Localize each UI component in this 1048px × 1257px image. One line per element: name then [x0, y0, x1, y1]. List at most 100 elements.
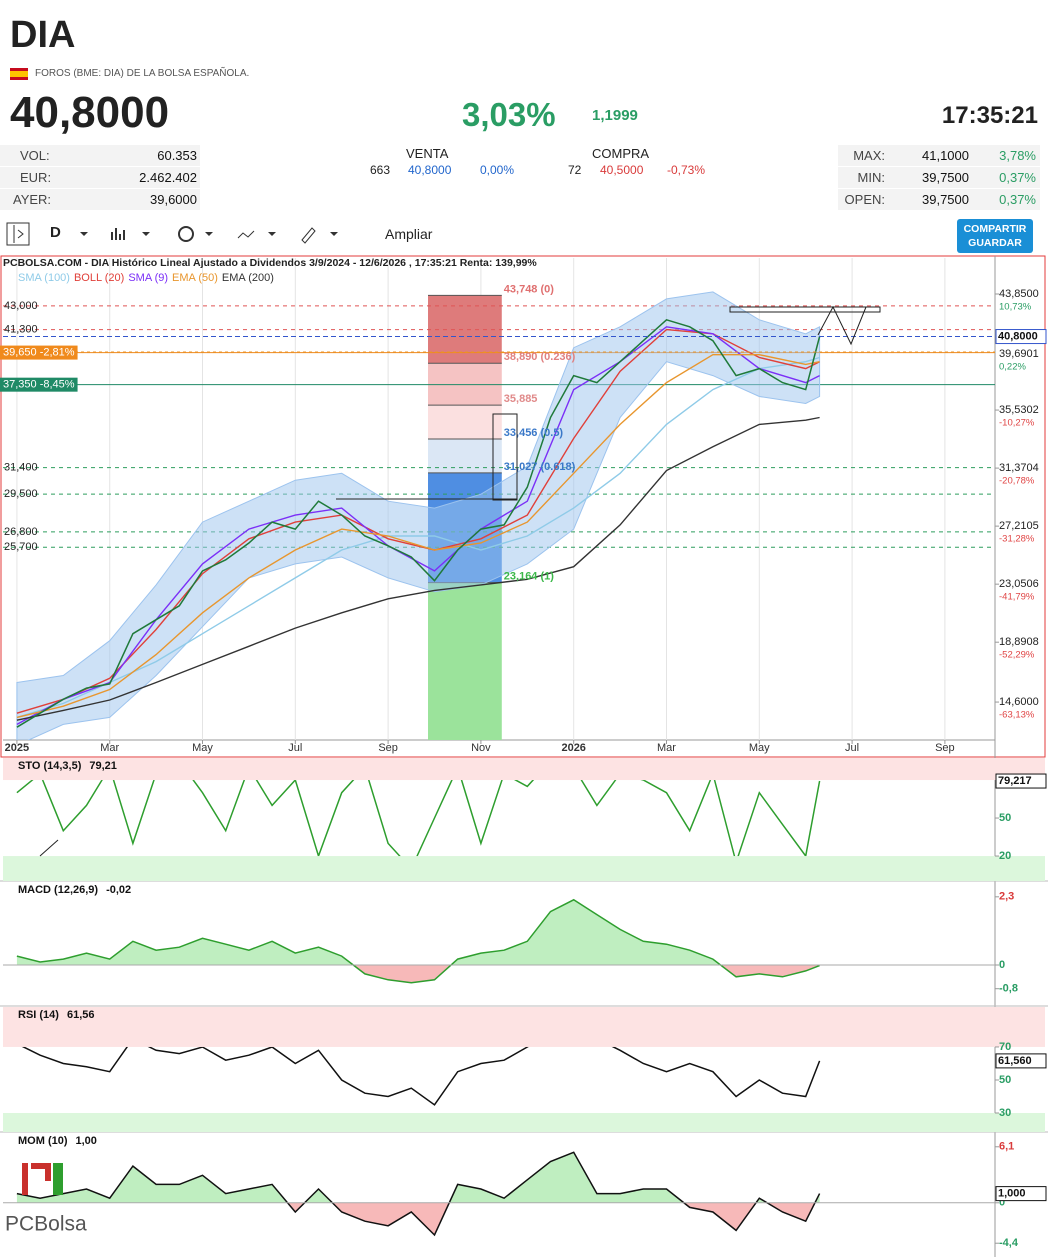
- y-tick-label: -0,8: [999, 983, 1018, 995]
- level-label: 25,700: [4, 541, 38, 553]
- y-tick-label: 50: [999, 812, 1011, 824]
- legend-entry: SMA (100): [18, 272, 70, 284]
- y-tick-label: 14,6000: [999, 696, 1039, 708]
- save-label[interactable]: GUARDAR: [968, 237, 1022, 249]
- stat-value: 39,6000: [150, 192, 197, 207]
- y-tick-change: -31,28%: [999, 534, 1035, 545]
- x-tick-label: Nov: [471, 742, 491, 754]
- compra-price: 40,5000: [600, 163, 644, 177]
- caret[interactable]: [80, 232, 88, 236]
- current-label: 40,8000: [998, 330, 1038, 342]
- panel-toggle[interactable]: [6, 222, 30, 246]
- toolbar-icons[interactable]: [6, 222, 356, 246]
- y-tick-label: 30: [999, 1107, 1011, 1119]
- y-tick-label: 27,2105: [999, 520, 1039, 532]
- stat-label: MIN:: [857, 170, 885, 185]
- caret[interactable]: [205, 232, 213, 236]
- fib-zone: [428, 582, 502, 740]
- drawing-zigzag: [817, 305, 867, 346]
- compra-qty: 72: [568, 163, 582, 177]
- series-line: [16, 356, 820, 719]
- stat-value: 60.353: [157, 148, 197, 163]
- stat-label: EUR:: [20, 170, 52, 185]
- y-tick-change: -20,78%: [999, 476, 1035, 487]
- period[interactable]: D: [50, 224, 61, 241]
- stat-row: [838, 189, 1040, 210]
- draw-icon[interactable]: [301, 227, 316, 244]
- main-line: [16, 1151, 821, 1237]
- compra-pct: -0,73%: [667, 163, 706, 177]
- panel-title: MACD (12,26,9): [18, 884, 98, 896]
- stat-row: [0, 189, 200, 210]
- prev-close-change: 0,22%: [999, 362, 1026, 373]
- x-tick-label: Jul: [845, 742, 859, 754]
- stat-value: 2.462.402: [139, 170, 197, 185]
- y-tick-label: 43,8500: [999, 288, 1039, 300]
- share-label[interactable]: COMPARTIR: [963, 223, 1027, 235]
- series-line: [16, 416, 820, 721]
- panel-last: 61,56: [67, 1009, 95, 1021]
- indicator-icon[interactable]: [237, 230, 255, 239]
- area: [16, 964, 820, 983]
- y-tick-change: -10,27%: [999, 418, 1035, 429]
- logo-mark: [53, 1163, 63, 1195]
- chart-type-icon[interactable]: [111, 228, 125, 240]
- venta-pct: 0,00%: [480, 163, 515, 177]
- caret[interactable]: [268, 232, 276, 236]
- change: 1,1999: [592, 107, 638, 124]
- panel: [16, 760, 821, 871]
- x-tick-label: 2026: [561, 742, 585, 754]
- plot-layer: 2025 Mar May Jul Sep Nov 2026 Mar May Jul Sep 43,74…: [0, 257, 1047, 1249]
- market: FOROS (BME: DIA) DE LA BOLSA ESPAÑOLA.: [35, 68, 250, 79]
- fib-zone: [428, 438, 502, 473]
- time: 17:35:21: [941, 102, 1038, 129]
- settings-icon[interactable]: [178, 226, 194, 242]
- logo-mark: [31, 1163, 45, 1169]
- stat-value: 41,1000: [922, 148, 969, 163]
- price-panel-frame: [0, 255, 1046, 758]
- main-line: [16, 760, 821, 871]
- fib-zone: [428, 363, 502, 406]
- panel: [3, 258, 995, 740]
- venta-qty: 663: [370, 163, 391, 177]
- stat-value: 39,7500: [922, 192, 969, 207]
- y-tick-change: -63,13%: [999, 710, 1035, 721]
- caret[interactable]: [142, 232, 150, 236]
- fib-label: 23,164 (1): [504, 570, 554, 582]
- x-tick-label: May: [192, 742, 213, 754]
- level-label: 43,000: [4, 300, 38, 312]
- logo-mark: [45, 1163, 51, 1181]
- level-label: 26,800: [4, 526, 38, 538]
- x-tick-label: Sep: [378, 742, 398, 754]
- share-button[interactable]: COMPARTIR GUARDAR: [957, 219, 1033, 253]
- caret[interactable]: [330, 232, 338, 236]
- y-tick-label: 0: [999, 1197, 1005, 1209]
- current-label: 1,000: [998, 1188, 1026, 1200]
- y-tick-label: 31,3704: [999, 462, 1039, 474]
- fib-label: 43,748 (0): [504, 283, 554, 295]
- stat-label: AYER:: [13, 192, 52, 207]
- stat-value: 39,7500: [922, 170, 969, 185]
- symbol: DIA: [10, 14, 76, 56]
- zone: [3, 1007, 1045, 1047]
- price: 40,8000: [10, 88, 170, 137]
- level-label: 39,650 -2,81%: [3, 346, 75, 358]
- legend-entry: EMA (50): [172, 272, 218, 284]
- compra-label: COMPRA: [592, 146, 650, 161]
- drawing-rect: [729, 306, 881, 313]
- icon-arrow: [17, 229, 24, 239]
- panel-title: STO (14,3,5): [18, 760, 82, 772]
- stat-row: [0, 167, 200, 188]
- y-tick-label: 6,1: [999, 1141, 1014, 1153]
- change-pct: 3,03%: [462, 96, 556, 133]
- panel: [16, 1021, 821, 1106]
- current-box: [995, 329, 1047, 345]
- x-tick-label: Mar: [657, 742, 676, 754]
- y-tick-change: 10,73%: [999, 302, 1032, 313]
- panel-last: 79,21: [89, 760, 117, 772]
- x-tick-label: Mar: [100, 742, 119, 754]
- stat-pct: 0,37%: [999, 192, 1036, 207]
- area: [16, 899, 721, 965]
- logo: PCBolsa: [5, 1163, 87, 1236]
- zoom[interactable]: Ampliar: [385, 226, 433, 242]
